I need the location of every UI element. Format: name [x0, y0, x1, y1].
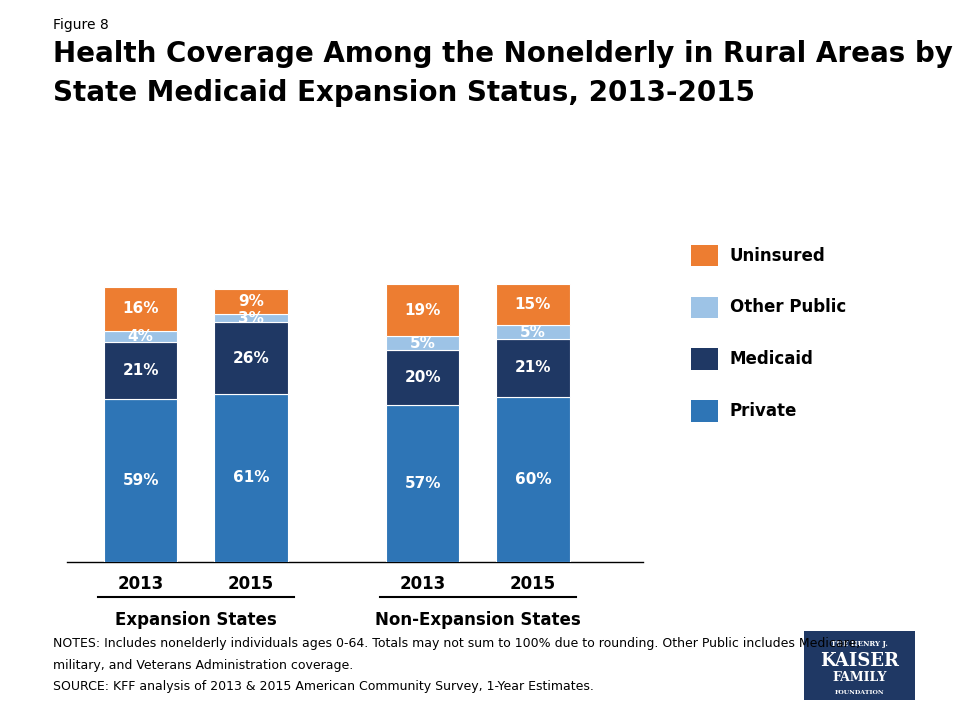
Bar — [104, 330, 178, 342]
Text: 20%: 20% — [404, 370, 441, 385]
Text: 2013: 2013 — [399, 575, 445, 593]
Text: 57%: 57% — [404, 476, 441, 491]
Text: military, and Veterans Administration coverage.: military, and Veterans Administration co… — [53, 659, 353, 672]
Bar — [214, 394, 288, 562]
Text: State Medicaid Expansion Status, 2013-2015: State Medicaid Expansion Status, 2013-20… — [53, 79, 755, 107]
Text: 19%: 19% — [404, 302, 441, 318]
Text: 3%: 3% — [238, 311, 264, 326]
Bar — [214, 323, 288, 394]
Bar — [496, 325, 569, 339]
Text: Private: Private — [730, 402, 797, 420]
Bar — [496, 284, 569, 325]
Bar — [496, 397, 569, 562]
Bar — [104, 287, 178, 330]
Text: Medicaid: Medicaid — [730, 350, 813, 368]
Text: 21%: 21% — [123, 363, 159, 378]
Text: 26%: 26% — [232, 351, 270, 366]
Text: KAISER: KAISER — [820, 652, 900, 670]
Text: Uninsured: Uninsured — [730, 246, 826, 264]
Text: Expansion States: Expansion States — [115, 611, 276, 629]
Text: 2013: 2013 — [118, 575, 164, 593]
Text: 21%: 21% — [515, 360, 551, 375]
Bar — [386, 284, 460, 336]
Bar — [386, 336, 460, 350]
Text: Health Coverage Among the Nonelderly in Rural Areas by: Health Coverage Among the Nonelderly in … — [53, 40, 952, 68]
Text: Figure 8: Figure 8 — [53, 18, 108, 32]
Text: 16%: 16% — [123, 301, 159, 316]
Text: THE HENRY J.: THE HENRY J. — [831, 640, 888, 648]
Text: SOURCE: KFF analysis of 2013 & 2015 American Community Survey, 1-Year Estimates.: SOURCE: KFF analysis of 2013 & 2015 Amer… — [53, 680, 593, 693]
Bar — [214, 289, 288, 314]
Bar — [214, 314, 288, 323]
Text: NOTES: Includes nonelderly individuals ages 0-64. Totals may not sum to 100% due: NOTES: Includes nonelderly individuals a… — [53, 637, 860, 650]
Text: 2015: 2015 — [228, 575, 275, 593]
Text: 2015: 2015 — [510, 575, 556, 593]
Text: 4%: 4% — [128, 328, 154, 343]
Text: 15%: 15% — [515, 297, 551, 312]
Bar — [104, 342, 178, 400]
Bar — [386, 350, 460, 405]
Text: 61%: 61% — [232, 470, 269, 485]
Text: 5%: 5% — [520, 325, 546, 340]
Bar — [496, 339, 569, 397]
Text: 5%: 5% — [410, 336, 436, 351]
Bar — [104, 400, 178, 562]
Bar — [386, 405, 460, 562]
Text: FOUNDATION: FOUNDATION — [835, 690, 884, 696]
Text: 9%: 9% — [238, 294, 264, 310]
Text: FAMILY: FAMILY — [832, 671, 887, 684]
Text: Other Public: Other Public — [730, 298, 846, 316]
Text: 59%: 59% — [123, 473, 159, 488]
Text: Non-Expansion States: Non-Expansion States — [374, 611, 581, 629]
Text: 60%: 60% — [515, 472, 551, 487]
